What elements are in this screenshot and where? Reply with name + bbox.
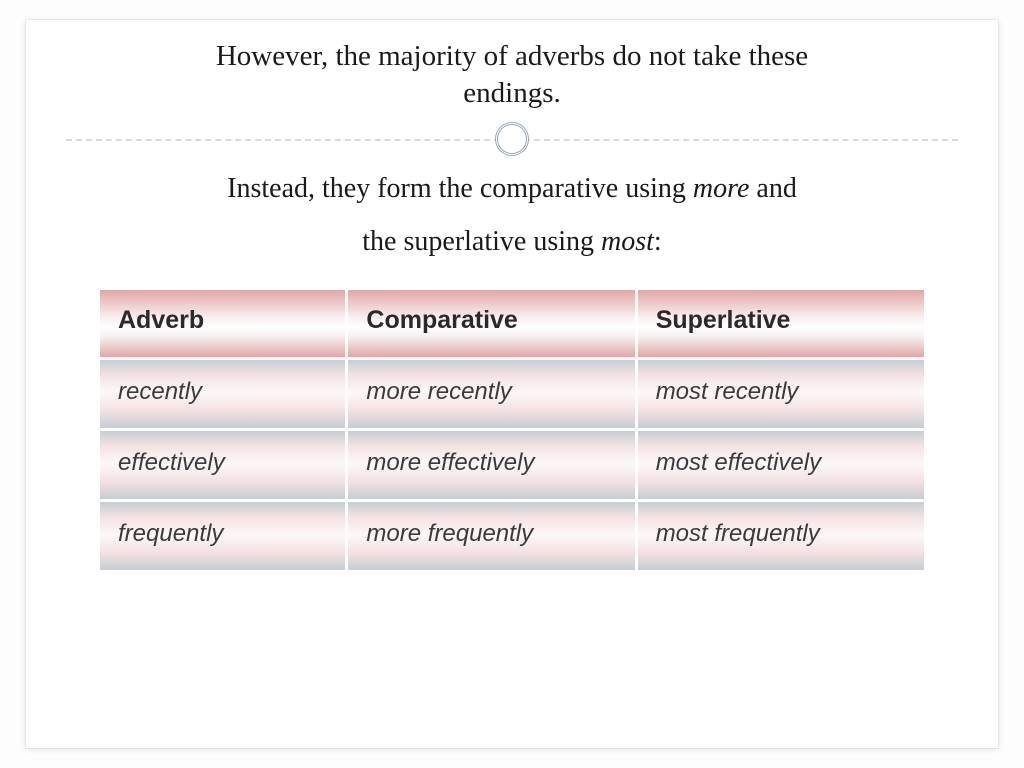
- cell-superlative: most frequently: [638, 502, 924, 570]
- content-box: However, the majority of adverbs do not …: [26, 20, 998, 748]
- title-block: However, the majority of adverbs do not …: [66, 38, 958, 112]
- title-line-2: endings.: [66, 75, 958, 112]
- table-row: recently more recently most recently: [100, 360, 924, 428]
- subtitle-part2: and: [749, 173, 796, 204]
- subtitle-part4: :: [654, 226, 662, 257]
- cell-comparative: more frequently: [348, 502, 634, 570]
- table-wrap: Adverb Comparative Superlative recently …: [66, 287, 958, 573]
- slide: However, the majority of adverbs do not …: [0, 0, 1024, 768]
- subtitle-line-1: Instead, they form the comparative using…: [66, 162, 958, 215]
- subtitle-part1: Instead, they form the comparative using: [227, 173, 693, 204]
- divider: [66, 118, 958, 160]
- table-row: frequently more frequently most frequent…: [100, 502, 924, 570]
- th-comparative: Comparative: [348, 290, 634, 357]
- cell-adverb: recently: [100, 360, 345, 428]
- cell-adverb: effectively: [100, 431, 345, 499]
- subtitle-block: Instead, they form the comparative using…: [66, 162, 958, 268]
- adverb-table: Adverb Comparative Superlative recently …: [97, 287, 927, 573]
- table-row: effectively more effectively most effect…: [100, 431, 924, 499]
- subtitle-part3: the superlative using: [362, 226, 601, 257]
- subtitle-em1: more: [693, 173, 750, 204]
- cell-superlative: most recently: [638, 360, 924, 428]
- divider-circle-icon: [495, 122, 529, 156]
- cell-superlative: most effectively: [638, 431, 924, 499]
- th-superlative: Superlative: [638, 290, 924, 357]
- subtitle-line-2: the superlative using most:: [66, 215, 958, 268]
- table-header-row: Adverb Comparative Superlative: [100, 290, 924, 357]
- cell-comparative: more effectively: [348, 431, 634, 499]
- title-line-1: However, the majority of adverbs do not …: [66, 38, 958, 75]
- cell-comparative: more recently: [348, 360, 634, 428]
- cell-adverb: frequently: [100, 502, 345, 570]
- subtitle-em2: most: [601, 226, 654, 257]
- th-adverb: Adverb: [100, 290, 345, 357]
